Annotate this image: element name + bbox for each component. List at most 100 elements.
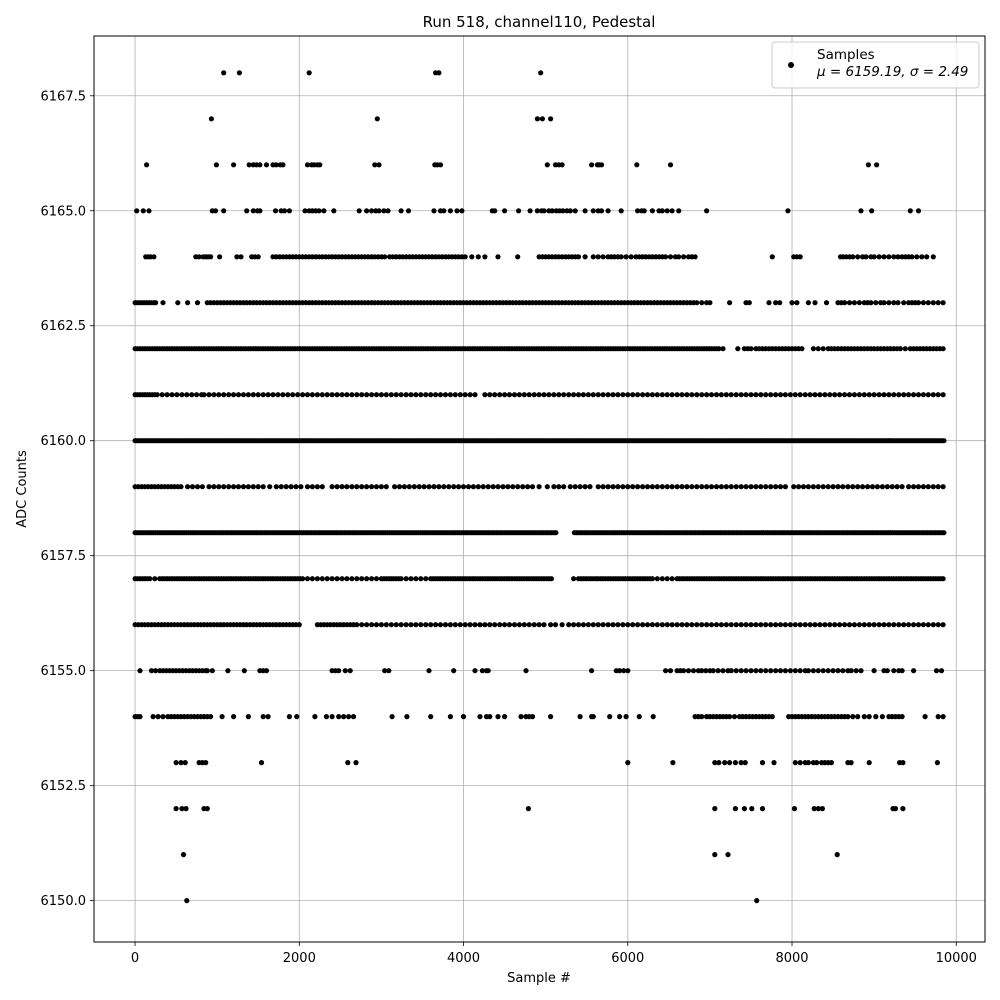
data-point (866, 392, 872, 398)
data-point (225, 668, 231, 674)
data-point (704, 208, 710, 214)
data-point (319, 576, 325, 582)
data-point (475, 254, 481, 260)
data-point (615, 392, 621, 398)
data-point (544, 162, 550, 168)
data-point (845, 714, 851, 720)
data-point (625, 622, 631, 628)
data-point (238, 254, 244, 260)
data-point (727, 760, 733, 766)
data-point (467, 622, 473, 628)
data-point (560, 208, 566, 214)
data-point (825, 484, 831, 490)
data-point (777, 622, 784, 628)
data-point (260, 484, 266, 490)
data-point (553, 530, 559, 536)
data-point (766, 300, 772, 306)
data-point (641, 208, 647, 214)
data-point (240, 392, 247, 398)
data-point (515, 254, 521, 260)
data-point (317, 162, 323, 168)
data-point (286, 714, 292, 720)
data-point (763, 484, 769, 490)
data-point (175, 300, 181, 306)
data-point (692, 254, 698, 260)
data-point (418, 622, 424, 628)
data-point (201, 392, 207, 398)
data-point (600, 392, 606, 398)
y-tick-label: 6160.0 (41, 434, 87, 449)
data-point (575, 622, 582, 628)
data-point (245, 484, 251, 490)
data-point (585, 392, 592, 398)
data-point (389, 714, 395, 720)
data-point (623, 714, 629, 720)
data-point (160, 300, 166, 306)
data-point (610, 392, 616, 398)
data-point (896, 622, 902, 628)
data-point (842, 622, 848, 628)
data-point (347, 668, 353, 674)
data-point (446, 484, 452, 490)
data-point (930, 484, 936, 490)
data-point (194, 300, 201, 306)
data-point (212, 208, 219, 214)
data-point (886, 254, 892, 260)
data-point (773, 392, 779, 398)
data-point (915, 622, 922, 628)
data-point (796, 484, 802, 490)
data-point (848, 760, 854, 766)
data-point (897, 346, 904, 352)
data-point (699, 668, 705, 674)
data-point (369, 576, 375, 582)
data-point (411, 484, 417, 490)
data-point (413, 392, 419, 398)
data-point (241, 668, 247, 674)
data-point (640, 392, 646, 398)
data-point (738, 668, 744, 674)
data-point (855, 484, 861, 490)
data-point (679, 484, 685, 490)
data-point (436, 70, 442, 76)
data-point (728, 484, 734, 490)
data-point (792, 622, 798, 628)
data-point (664, 484, 670, 490)
data-point (664, 622, 670, 628)
data-point (577, 484, 583, 490)
data-point (590, 392, 596, 398)
data-point (539, 116, 546, 122)
data-point (881, 622, 887, 628)
data-point (699, 484, 705, 490)
data-point (712, 806, 718, 812)
data-point (344, 392, 350, 398)
data-point (743, 484, 749, 490)
data-point (605, 484, 611, 490)
data-point (674, 392, 680, 398)
data-point (866, 622, 872, 628)
data-point (763, 668, 769, 674)
data-point (393, 622, 399, 628)
data-point (150, 714, 156, 720)
data-point (502, 208, 508, 214)
data-point (754, 898, 760, 904)
data-point (718, 622, 725, 628)
data-point (245, 714, 251, 720)
data-point (403, 576, 409, 582)
data-point (879, 714, 886, 720)
data-point (319, 484, 325, 490)
data-point (590, 208, 596, 214)
data-point (930, 622, 936, 628)
data-point (797, 392, 803, 398)
data-point (689, 484, 695, 490)
data-point (314, 484, 320, 490)
data-point (536, 622, 542, 628)
data-point (413, 622, 419, 628)
data-point (625, 392, 631, 398)
data-point (257, 162, 263, 168)
data-point (536, 484, 542, 490)
data-point (871, 254, 877, 260)
data-point (940, 484, 946, 490)
data-point (153, 300, 159, 306)
data-point (378, 484, 384, 490)
data-point (773, 622, 779, 628)
